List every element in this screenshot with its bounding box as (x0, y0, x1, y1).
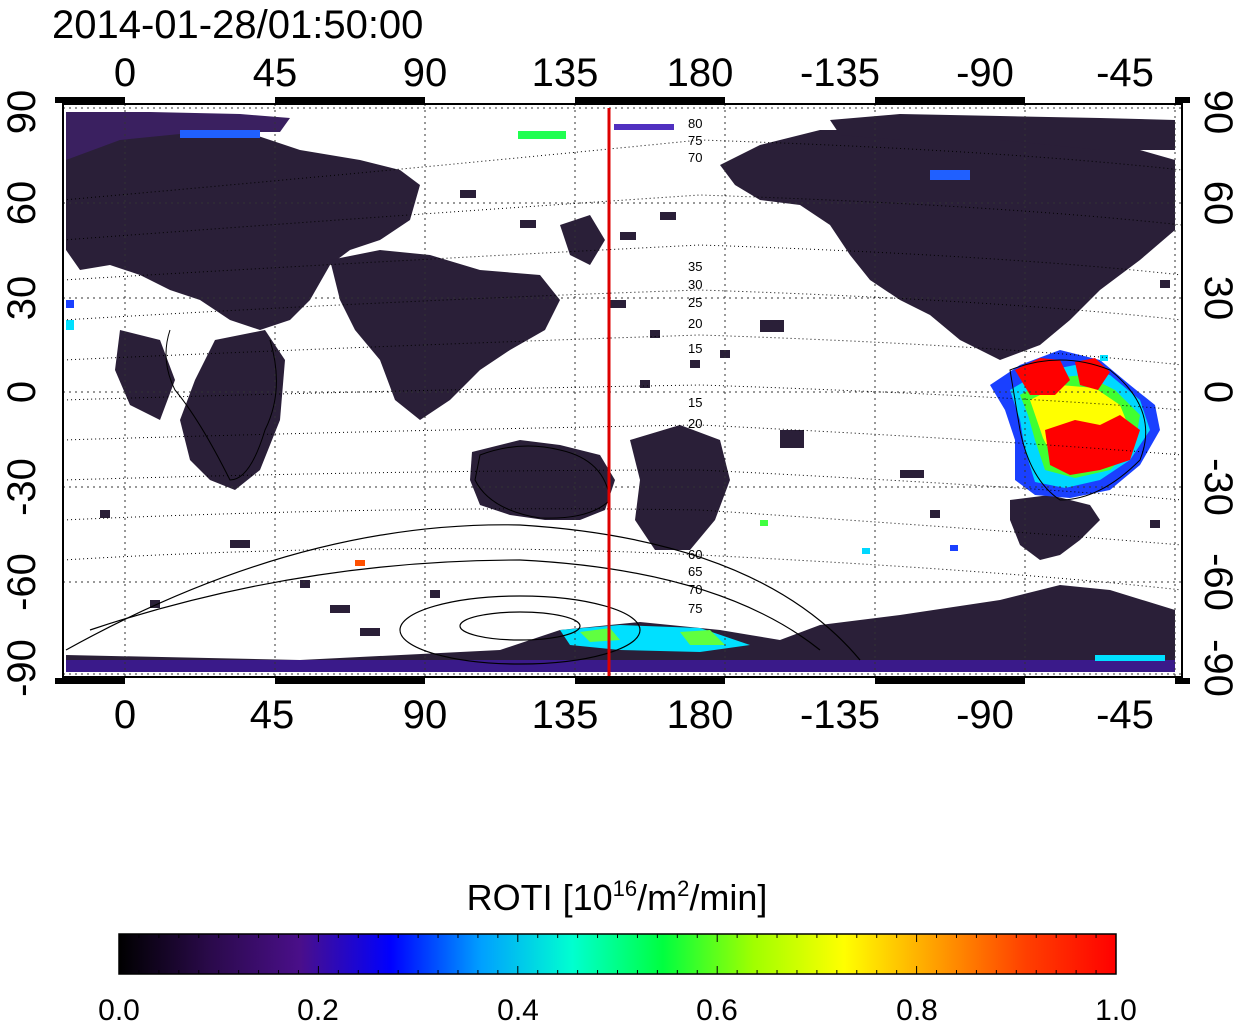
arctic-coverage-west (66, 112, 290, 160)
map-panel: 80 75 70 35 30 25 20 15 15 20 60 65 70 7… (0, 51, 1240, 737)
lon-tick-label-top: -45 (1096, 51, 1154, 95)
lon-tick-label-bottom: 45 (250, 693, 295, 737)
colorbar-title-end: /min] (689, 877, 767, 918)
south-america-coverage (1010, 495, 1100, 560)
colorbar-title-sup1: 16 (613, 876, 637, 901)
north-america-coverage (720, 130, 1175, 360)
contour-label: 60 (688, 547, 702, 562)
lon-tick-label-bottom: -135 (800, 693, 880, 737)
top-axis-bar (55, 97, 1190, 103)
contour-labels-south: 15 20 60 65 70 75 (688, 395, 702, 616)
magnetic-latitude-contours (63, 139, 1182, 591)
right-latitude-labels: 90 60 30 0 -30 -60 -90 (1196, 90, 1240, 697)
lon-tick-label-bottom: -45 (1096, 693, 1154, 737)
contour-label: 75 (688, 133, 702, 148)
contour-label: 15 (688, 341, 702, 356)
lon-tick-label-top: 0 (114, 51, 136, 95)
lon-tick-label-top: 90 (403, 51, 448, 95)
contour-label: 75 (688, 601, 702, 616)
lon-tick-label-top: -90 (956, 51, 1014, 95)
top-axis-gaps (125, 97, 1175, 684)
lon-tick-label-top: -135 (800, 51, 880, 95)
roti-data-layer (63, 104, 1182, 677)
lat-tick-label-left: 60 (0, 181, 44, 226)
south-america-active-red-south (1045, 415, 1140, 475)
contour-labels-north: 80 75 70 35 30 25 20 15 (688, 116, 702, 356)
lat-tick-label-left: -90 (0, 639, 44, 697)
africa-coverage (180, 330, 285, 490)
antarctic-active-band (66, 660, 1175, 672)
lon-tick-label-bottom: 135 (532, 693, 599, 737)
lat-tick-label-left: 30 (0, 276, 44, 321)
japan-coverage (560, 215, 605, 265)
colorbar-title: ROTI [1016/m2/min] (467, 876, 768, 918)
lat-tick-label-right: 0 (1196, 381, 1240, 403)
arctic-coverage-east (830, 114, 1175, 150)
colorbar-gradient (118, 933, 1117, 975)
lat-tick-label-right: -30 (1196, 458, 1240, 516)
colorbar-tick-labels: 0.0 0.2 0.4 0.6 0.8 1.0 (98, 994, 1137, 1024)
lat-tick-label-left: -60 (0, 553, 44, 611)
contour-label: 65 (688, 564, 702, 579)
lon-tick-label-top: 45 (253, 51, 298, 95)
lat-tick-label-right: -60 (1196, 553, 1240, 611)
contour-label: 15 (688, 395, 702, 410)
colorbar-tick-label: 0.8 (896, 994, 938, 1024)
lat-tick-label-right: 90 (1196, 90, 1240, 135)
pacific-islands-coverage (630, 425, 730, 550)
scattered-observations (100, 172, 1170, 636)
south-america-active-red-north (1015, 358, 1070, 395)
lon-tick-label-top: 135 (532, 51, 599, 95)
lat-tick-label-left: 90 (0, 90, 44, 135)
lon-tick-label-top: 180 (667, 51, 734, 95)
east-asia-coverage (330, 250, 560, 420)
colorbar-title-sup2: 2 (677, 876, 689, 901)
contour-label: 20 (688, 416, 702, 431)
contour-label: 35 (688, 259, 702, 274)
lat-tick-label-left: 0 (0, 381, 44, 403)
map-timestamp-title: 2014-01-28/01:50:00 (52, 3, 423, 47)
colorbar-tick-label: 0.4 (497, 994, 539, 1024)
lon-tick-label-bottom: 90 (403, 693, 448, 737)
contour-label: 30 (688, 277, 702, 292)
south-america-active-red-ne (1075, 358, 1110, 390)
colorbar-ticks (118, 934, 1117, 974)
top-longitude-labels: 0 45 90 135 180 -135 -90 -45 (114, 51, 1154, 95)
graticule (63, 104, 1182, 677)
bottom-axis-bar (55, 678, 1190, 684)
contour-label: 80 (688, 116, 702, 131)
lat-tick-label-right: 30 (1196, 276, 1240, 321)
lat-tick-label-right: 60 (1196, 181, 1240, 226)
lon-tick-label-bottom: -90 (956, 693, 1014, 737)
lon-tick-label-bottom: 0 (114, 693, 136, 737)
colorbar-title-main: ROTI [10 (467, 877, 613, 918)
australia-coverage (470, 440, 615, 520)
colored-observations (66, 124, 1165, 661)
contour-label: 20 (688, 316, 702, 331)
colorbar: ROTI [1016/m2/min] 0.0 0.2 0.4 0.6 0.8 1… (98, 876, 1137, 1024)
contour-label: 70 (688, 150, 702, 165)
contour-label: 25 (688, 295, 702, 310)
colorbar-title-mid: /m (637, 877, 677, 918)
map-border (62, 103, 1183, 678)
lat-tick-label-left: -30 (0, 458, 44, 516)
colorbar-tick-label: 1.0 (1095, 994, 1137, 1024)
colorbar-tick-label: 0.2 (297, 994, 339, 1024)
antarctic-active-green-2 (680, 630, 725, 645)
left-latitude-labels: 90 60 30 0 -30 -60 -90 (0, 90, 44, 697)
bottom-longitude-labels: 0 45 90 135 180 -135 -90 -45 (114, 693, 1154, 737)
lat-tick-label-right: -90 (1196, 639, 1240, 697)
southern-oval-contours (65, 524, 861, 665)
lon-tick-label-bottom: 180 (667, 693, 734, 737)
contour-label: 70 (688, 582, 702, 597)
colorbar-tick-label: 0.0 (98, 994, 140, 1024)
colorbar-tick-label: 0.6 (696, 994, 738, 1024)
